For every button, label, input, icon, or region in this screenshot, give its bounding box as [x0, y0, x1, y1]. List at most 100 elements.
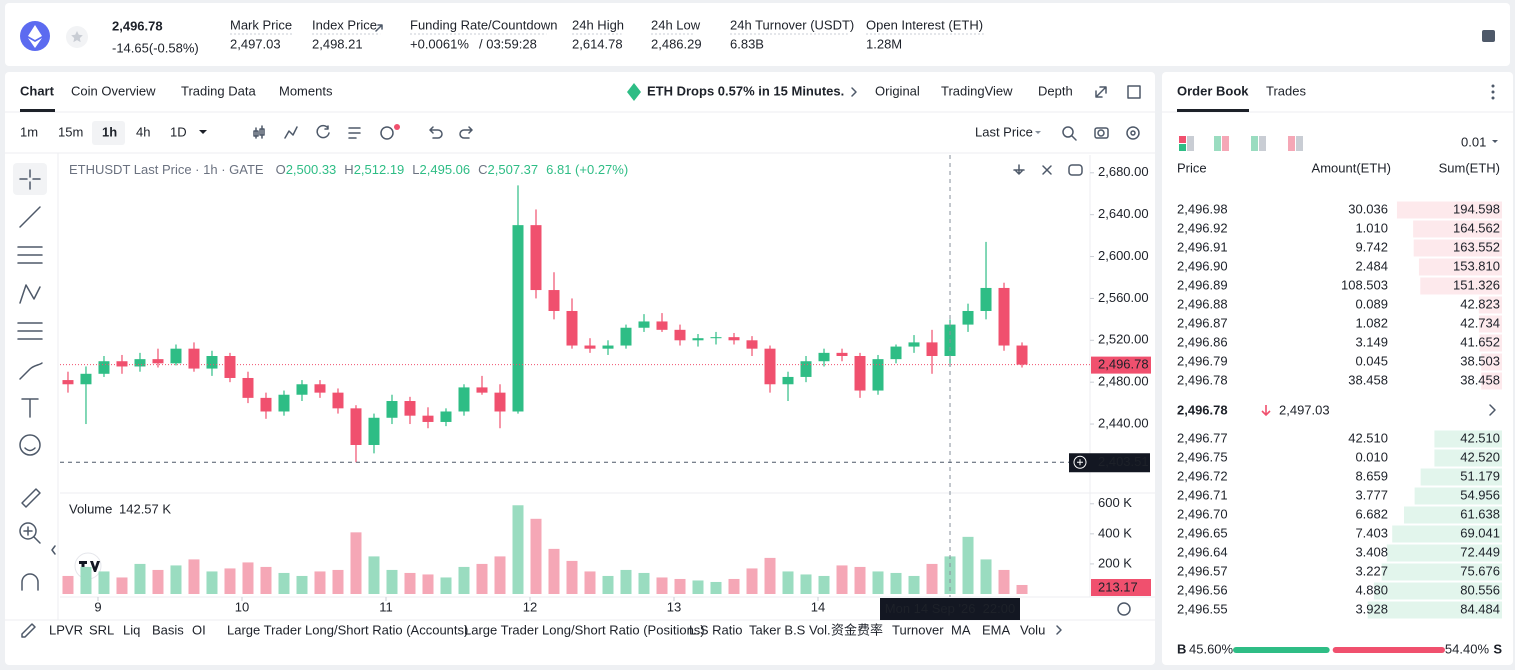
- volume-bar: [674, 578, 686, 594]
- interval[interactable]: 4h: [136, 124, 150, 139]
- window-icon[interactable]: [1127, 85, 1141, 99]
- chart-tab[interactable]: Chart: [20, 83, 55, 98]
- candle-body: [980, 287, 992, 311]
- book-amount: 3.777: [1355, 487, 1388, 502]
- indicator[interactable]: Volu: [1020, 622, 1045, 637]
- chart-tab[interactable]: Trading Data: [181, 83, 256, 98]
- indicator[interactable]: MA: [951, 622, 971, 637]
- book-sum: 153.810: [1453, 258, 1500, 273]
- book-amount: 3.227: [1355, 563, 1388, 578]
- book-amount: 108.503: [1341, 277, 1388, 292]
- volume-bar: [332, 569, 344, 594]
- volume-bar: [350, 532, 362, 594]
- ohlc-value: 2,507.37: [488, 162, 539, 177]
- news-headline[interactable]: ETH Drops 0.57% in 15 Minutes.: [647, 83, 844, 98]
- indicator[interactable]: OI: [192, 622, 206, 637]
- stat-label: Mark Price: [230, 17, 292, 32]
- sell-ratio: 54.40%: [1445, 641, 1490, 656]
- book-amount: 6.682: [1355, 506, 1388, 521]
- volume-bar: [908, 575, 920, 594]
- indicator[interactable]: Turnover: [892, 622, 944, 637]
- candle-body: [1016, 345, 1028, 365]
- crosshair-time-label: Mon 14 Sep '26 22:00: [885, 601, 1015, 616]
- down-arrow: [1261, 405, 1271, 417]
- indicator[interactable]: SRL: [89, 622, 114, 637]
- volume-bar: [926, 563, 938, 594]
- candle-body: [764, 348, 776, 385]
- indicator[interactable]: L.S Ratio: [689, 622, 742, 637]
- book-layout-icons[interactable]: [1179, 136, 1303, 151]
- volume-bar: [98, 571, 110, 594]
- book-amount: 0.089: [1355, 296, 1388, 311]
- book-amount: 3.408: [1355, 544, 1388, 559]
- candle-body: [656, 321, 668, 330]
- caret: [1035, 131, 1041, 134]
- candle-body: [890, 346, 902, 360]
- volume-tag-label: 213.17: [1098, 579, 1138, 594]
- volume-bar: [242, 562, 254, 594]
- volume-bar: [278, 572, 290, 594]
- crosshair-price-label: 2,403.51: [1098, 454, 1149, 469]
- stat-label: Index Price: [312, 17, 377, 32]
- view-option[interactable]: Original: [875, 83, 920, 98]
- x-tick-label: 9: [94, 599, 101, 614]
- candle-body: [800, 361, 812, 377]
- indicator[interactable]: Large Trader Long/Short Ratio (Positions…: [464, 622, 705, 637]
- volume-bar: [836, 565, 848, 594]
- view-option[interactable]: TradingView: [941, 83, 1013, 98]
- indicator[interactable]: EMA: [982, 622, 1011, 637]
- indicator[interactable]: Basis: [152, 622, 184, 637]
- book-sum: 69.041: [1460, 525, 1500, 540]
- volume-bar: [602, 575, 614, 594]
- interval[interactable]: 1D: [170, 124, 187, 139]
- volume-bar: [386, 569, 398, 594]
- notes-icon[interactable]: [1482, 30, 1495, 42]
- add-alert-plus: [1077, 459, 1083, 466]
- precision: 0.01: [1461, 134, 1486, 149]
- expand-icon[interactable]: [1095, 86, 1107, 98]
- book-amount: 9.742: [1355, 239, 1388, 254]
- book-sum: 51.179: [1460, 468, 1500, 483]
- indicator[interactable]: Large Trader Long/Short Ratio (Accounts): [227, 622, 468, 637]
- settings-icon[interactable]: [1117, 602, 1131, 616]
- stat-value: 2,497.03: [230, 36, 281, 51]
- drawing-tools[interactable]: [17, 169, 1062, 638]
- volume-tick-label: 200 K: [1098, 555, 1132, 570]
- more-icon[interactable]: [1491, 84, 1495, 100]
- candle-body: [314, 384, 326, 393]
- book-price: 2,496.65: [1177, 525, 1228, 540]
- book-amount: 0.045: [1355, 353, 1388, 368]
- chart-panel: [5, 72, 1155, 665]
- indicator[interactable]: Taker B.S Vol.: [749, 622, 831, 637]
- buy-key: B: [1177, 641, 1186, 656]
- book-sum: 54.956: [1460, 487, 1500, 502]
- book-tab[interactable]: Order Book: [1177, 83, 1249, 98]
- chart-tab[interactable]: Moments: [279, 83, 333, 98]
- indicator[interactable]: 资金费率: [831, 622, 883, 637]
- chart-tab[interactable]: Coin Overview: [71, 83, 156, 98]
- candle-body: [620, 327, 632, 346]
- interval[interactable]: 1m: [20, 124, 38, 139]
- volume-bar: [638, 572, 650, 594]
- view-option[interactable]: Depth: [1038, 83, 1073, 98]
- volume-bar: [782, 571, 794, 594]
- chevron[interactable]: [1489, 404, 1496, 416]
- volume-title: Volume: [69, 501, 112, 516]
- candle-body: [440, 411, 452, 422]
- star: [71, 31, 83, 43]
- book-tab[interactable]: Trades: [1266, 83, 1306, 98]
- interval[interactable]: 15m: [58, 124, 83, 139]
- book-amount: 30.036: [1348, 201, 1388, 216]
- volume-bar: [746, 568, 758, 594]
- indicator[interactable]: LPVR: [49, 622, 83, 637]
- x-tick-label: 11: [379, 599, 393, 614]
- book-price: 2,496.71: [1177, 487, 1228, 502]
- depth-bar: [1386, 544, 1502, 562]
- indicator[interactable]: Liq: [123, 622, 140, 637]
- price-source[interactable]: Last Price: [975, 124, 1033, 139]
- add-alert[interactable]: [1073, 455, 1087, 469]
- candle-body: [836, 352, 848, 356]
- book-amount: 4.880: [1355, 582, 1388, 597]
- interval[interactable]: 1h: [102, 124, 117, 139]
- volume-bar: [710, 581, 722, 594]
